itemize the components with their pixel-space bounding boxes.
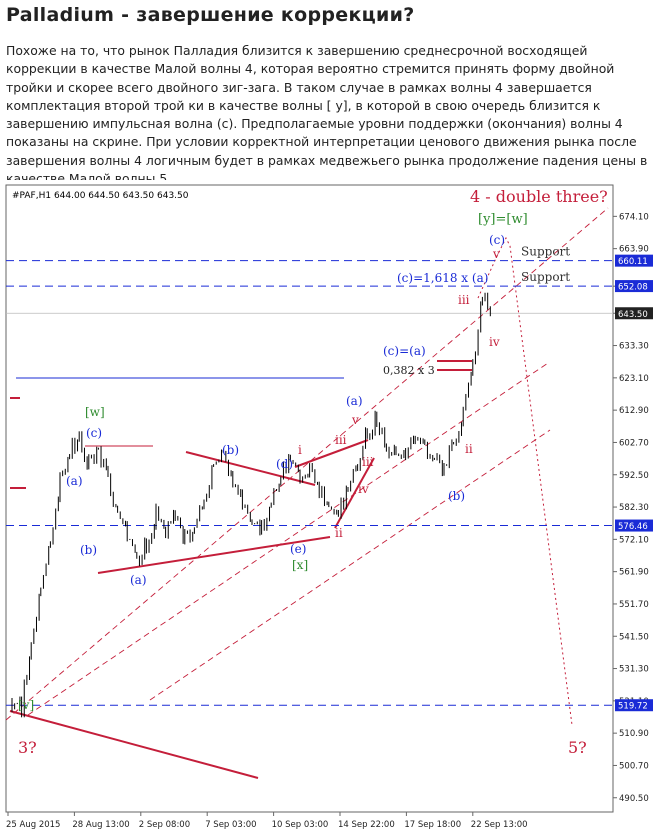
wave-label: [w] (85, 405, 105, 419)
y-tick-label: 633.30 (619, 342, 649, 352)
wave-label: iv (489, 335, 500, 349)
trend-line (185, 451, 316, 486)
trend-line (97, 536, 331, 574)
price-label: 660.11 (618, 257, 648, 267)
y-tick-label: 623.10 (619, 374, 649, 384)
price-label-box (615, 519, 653, 532)
channel-line (5, 207, 609, 721)
wave-label: (e) (290, 542, 306, 556)
wave-label: i (298, 443, 302, 457)
y-tick-label: 674.10 (619, 212, 649, 222)
wave-label: v (492, 247, 500, 261)
x-tick-label: 22 Sep 13:00 (471, 820, 528, 830)
x-tick-label: 10 Sep 03:00 (272, 820, 329, 830)
y-tick-label: 612.90 (619, 406, 649, 416)
wave-label: (b) (448, 489, 465, 503)
y-tick-label: 602.70 (619, 438, 649, 448)
wave-label: iii (335, 433, 347, 447)
price-label: 643.50 (618, 310, 648, 320)
x-tick-label: 7 Sep 03:00 (205, 820, 256, 830)
wave-label: (c) (86, 426, 102, 440)
price-label: 652.08 (618, 283, 648, 293)
trend-line (294, 439, 369, 468)
channel-line (149, 429, 551, 701)
y-tick-label: 541.50 (619, 632, 649, 642)
wave-label: 0,382 x 3 (383, 364, 435, 377)
wave-label: 5? (568, 738, 587, 757)
x-tick-label: 17 Sep 18:00 (404, 820, 461, 830)
y-tick-label: 582.30 (619, 503, 649, 513)
wave-label: (a) (66, 474, 83, 488)
article-body: Похоже на то, что рынок Палладия близитс… (6, 43, 648, 187)
y-tick-label: 531.30 (619, 665, 649, 675)
wave-label: ii (335, 526, 343, 540)
page-title: Palladium - завершение коррекции? (6, 4, 415, 26)
price-label-box (615, 307, 653, 320)
wave-label: ii (465, 442, 473, 456)
y-tick-label: 592.50 (619, 471, 649, 481)
wave-label: (a) (346, 394, 363, 408)
price-label-box (615, 254, 653, 267)
y-tick-label: 510.90 (619, 729, 649, 739)
y-tick-label: 500.70 (619, 761, 649, 771)
price-label-box (615, 280, 653, 293)
x-tick-label: 25 Aug 2015 (6, 820, 60, 830)
wave-label: v (351, 413, 359, 427)
wave-label: [x] (292, 558, 308, 572)
wave-label: 4 - double three? (470, 187, 608, 206)
wave-label: iii (362, 455, 374, 469)
price-chart: #PAF,H1 644.00 644.50 643.50 643.50 Supp… (0, 180, 665, 840)
x-tick-label: 28 Aug 13:00 (72, 820, 129, 830)
chart-header: #PAF,H1 644.00 644.50 643.50 643.50 (12, 191, 189, 201)
wave-label: [y]=[w] (478, 212, 528, 227)
wave-label: (c)=1,618 x (a) (397, 271, 488, 285)
x-tick-label: 2 Sep 08:00 (139, 820, 190, 830)
wave-label: iii (458, 293, 470, 307)
support-label: Support (521, 270, 570, 284)
wave-label: (a) (130, 573, 147, 587)
y-tick-label: 663.90 (619, 245, 649, 255)
support-label: Support (521, 245, 570, 259)
price-label: 519.72 (618, 702, 648, 712)
wave-label: [v] (18, 698, 34, 712)
channel-line (27, 362, 549, 716)
price-label-box (615, 699, 653, 712)
wave-label: iv (358, 482, 369, 496)
y-tick-label: 490.50 (619, 794, 649, 804)
wave-label: (c) (489, 233, 505, 247)
projection-path (477, 236, 573, 726)
wave-label: (b) (80, 543, 97, 557)
x-tick-label: 14 Sep 22:00 (338, 820, 395, 830)
y-tick-label: 551.70 (619, 600, 649, 610)
y-tick-label: 572.10 (619, 535, 649, 545)
wave-label: (b) (222, 443, 239, 457)
y-tick-label: 561.90 (619, 568, 649, 578)
price-label: 576.46 (618, 522, 648, 532)
wave-label: 3? (18, 738, 37, 757)
wave-label: (c)=(a) (383, 344, 426, 358)
wave-label: (d) (276, 457, 293, 471)
trend-line (9, 710, 259, 779)
